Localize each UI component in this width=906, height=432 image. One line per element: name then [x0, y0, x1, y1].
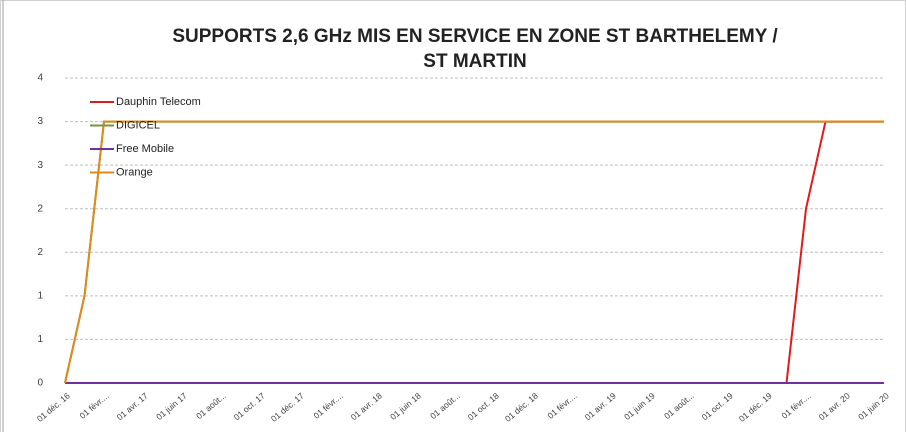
y-tick-label: 3	[37, 116, 43, 127]
y-tick-label: 2	[37, 203, 43, 214]
legend-label: Free Mobile	[116, 143, 174, 155]
chart-title: ST MARTIN	[423, 51, 526, 72]
legend-label: Orange	[116, 166, 153, 178]
legend-label: DIGICEL	[116, 119, 160, 131]
y-tick-label: 1	[37, 290, 43, 301]
series-line	[64, 120, 884, 384]
y-tick-label: 2	[37, 247, 43, 258]
y-tick-label: 0	[37, 378, 43, 389]
y-tick-label: 3	[37, 160, 43, 171]
legend-label: Dauphin Telecom	[116, 96, 201, 108]
y-tick-label: 4	[37, 73, 43, 84]
y-tick-label: 1	[37, 334, 43, 345]
chart-title: SUPPORTS 2,6 GHz MIS EN SERVICE EN ZONE …	[172, 26, 778, 47]
